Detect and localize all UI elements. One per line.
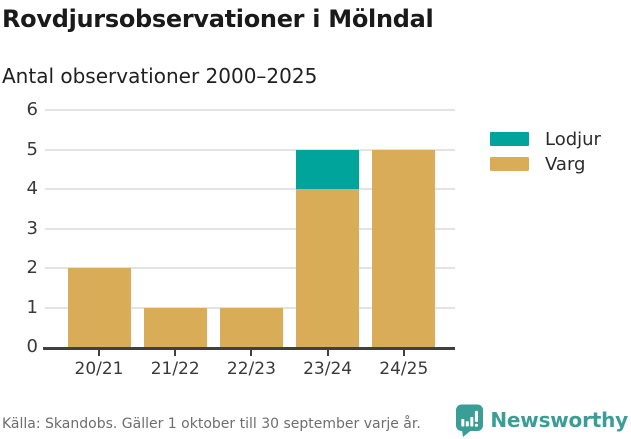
legend-swatch-lodjur xyxy=(490,132,529,146)
y-axis-label: 6 xyxy=(26,99,38,120)
y-axis-label: 5 xyxy=(26,138,38,160)
x-axis-label: 21/22 xyxy=(150,359,200,379)
legend-item-varg: Varg xyxy=(490,153,601,175)
x-axis-tick xyxy=(98,350,100,356)
x-axis-tick xyxy=(402,350,405,356)
y-axis-label: 4 xyxy=(26,178,38,199)
legend: Lodjur Varg xyxy=(490,129,601,179)
bar-segment-varg-20-21 xyxy=(67,268,131,347)
legend-label: Lodjur xyxy=(545,128,601,150)
x-axis-tick xyxy=(250,350,253,356)
x-axis-line xyxy=(43,347,455,350)
bar-segment-varg-24-25 xyxy=(372,149,436,347)
bar-segment-lodjur-23-24 xyxy=(296,149,360,189)
gridline-6 xyxy=(45,109,455,111)
x-axis-label: 22/23 xyxy=(226,359,276,379)
gridline-4 xyxy=(45,188,455,190)
brand-name: Newsworthy xyxy=(490,408,628,432)
y-axis-label: 0 xyxy=(26,336,38,357)
legend-label: Varg xyxy=(545,153,586,175)
y-axis-label: 3 xyxy=(26,217,38,239)
gridline-2 xyxy=(45,267,455,269)
legend-swatch-varg xyxy=(490,157,529,171)
x-axis-tick xyxy=(326,350,329,356)
legend-item-lodjur: Lodjur xyxy=(490,128,601,150)
source-note: Källa: Skandobs. Gäller 1 oktober till 3… xyxy=(2,416,421,432)
gridline-3 xyxy=(45,227,455,230)
chart-subtitle: Antal observationer 2000–2025 xyxy=(2,64,318,88)
bar-segment-varg-23-24 xyxy=(296,189,360,347)
newsworthy-logo: Newsworthy xyxy=(455,402,628,438)
x-axis-label: 24/25 xyxy=(379,359,429,379)
gridline-5 xyxy=(45,148,455,151)
newsworthy-logo-icon xyxy=(456,404,484,437)
y-axis-label: 2 xyxy=(26,257,38,278)
y-axis-label: 1 xyxy=(26,296,38,318)
x-axis-label: 20/21 xyxy=(74,359,124,379)
x-axis-tick xyxy=(174,350,177,356)
bar-segment-varg-21-22 xyxy=(143,307,207,347)
x-axis-label: 23/24 xyxy=(303,359,353,379)
chart-title: Rovdjursobservationer i Mölndal xyxy=(2,5,434,33)
bar-segment-varg-22-23 xyxy=(219,307,283,347)
